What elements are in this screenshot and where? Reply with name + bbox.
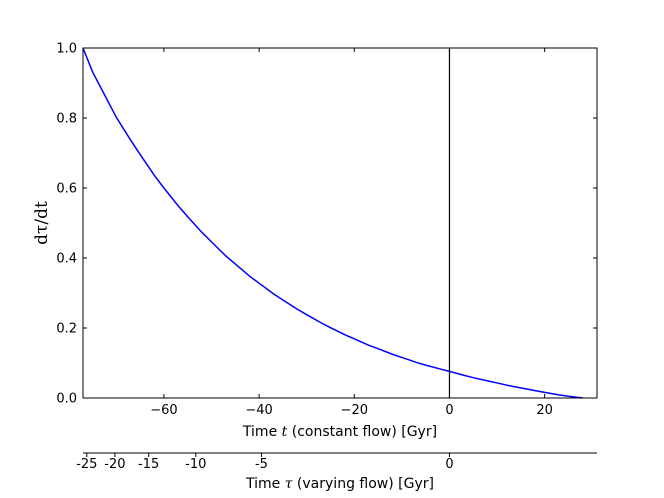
plot-area: [83, 48, 597, 398]
y-tick-label: 0.4: [56, 252, 77, 267]
secondary-x-tick-label: -5: [255, 457, 268, 472]
secondary-x-tick-label: -10: [185, 457, 206, 472]
y-tick-label: 0.6: [56, 182, 77, 197]
x-tick-label: −60: [150, 403, 177, 418]
y-axis-label: dτ/dt: [32, 201, 52, 245]
x-tick-label: 0: [445, 403, 453, 418]
secondary-x-tick-label: -15: [138, 457, 159, 472]
y-tick-label: 0.0: [56, 392, 77, 407]
x-tick-label: 20: [536, 403, 553, 418]
series-line-0: [82, 47, 583, 399]
y-tick-label: 1.0: [56, 42, 77, 57]
secondary-x-tick-label: 0: [445, 457, 453, 472]
x-tick-label: −40: [245, 403, 272, 418]
y-tick-label: 0.8: [56, 112, 77, 127]
plot-frame: [82, 47, 598, 399]
x-tick-label: −20: [341, 403, 368, 418]
secondary-x-tick-label: -20: [104, 457, 125, 472]
secondary-x-tick-label: -25: [76, 457, 97, 472]
x-axis-label: Time t (constant flow) [Gyr]: [242, 424, 437, 440]
secondary-x-axis-label: Time τ (varying flow) [Gyr]: [245, 476, 434, 492]
y-tick-label: 0.2: [56, 322, 77, 337]
